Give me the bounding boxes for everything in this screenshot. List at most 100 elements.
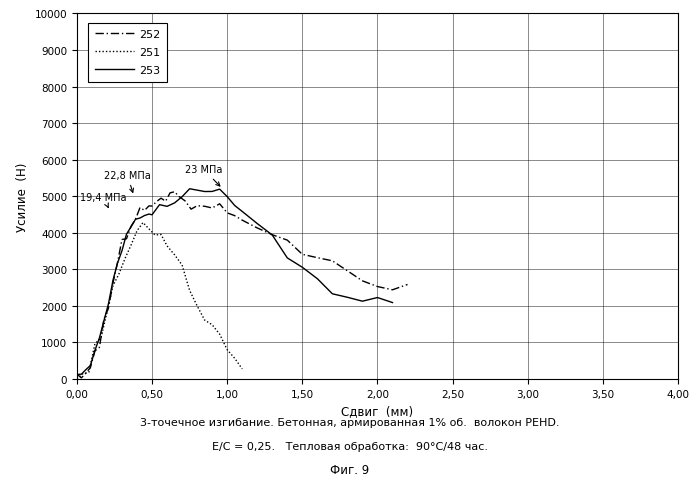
253	[131, 217, 140, 223]
Y-axis label: Усилие  (Н): Усилие (Н)	[16, 162, 29, 231]
253	[185, 186, 194, 192]
252	[373, 284, 382, 290]
252	[175, 194, 183, 200]
253	[145, 212, 153, 217]
253	[140, 213, 149, 219]
251	[171, 252, 179, 258]
252	[100, 316, 108, 322]
Text: 23 МПа: 23 МПа	[185, 165, 222, 187]
251	[178, 263, 186, 268]
253	[373, 295, 382, 301]
253	[201, 189, 209, 195]
251	[79, 371, 87, 377]
253	[73, 372, 81, 377]
253	[91, 348, 99, 354]
251	[115, 271, 123, 277]
252	[117, 237, 126, 243]
251	[157, 232, 165, 238]
253	[109, 278, 117, 284]
252	[73, 372, 81, 377]
251	[215, 332, 224, 337]
252	[148, 204, 157, 210]
252	[122, 237, 131, 242]
X-axis label: Сдвиг  (мм): Сдвиг (мм)	[341, 405, 414, 418]
251	[109, 283, 117, 289]
252	[283, 238, 291, 243]
252	[208, 205, 217, 211]
Text: 19,4 МПа: 19,4 МПа	[80, 192, 127, 208]
252	[171, 190, 179, 195]
252	[358, 278, 366, 284]
253	[329, 291, 337, 297]
251	[121, 256, 129, 262]
252	[268, 232, 276, 238]
251	[73, 376, 81, 382]
Text: Е/С = 0,25.   Тепловая обработка:  90°С/48 час.: Е/С = 0,25. Тепловая обработка: 90°С/48 …	[212, 441, 487, 451]
253	[313, 276, 322, 282]
253	[100, 318, 108, 324]
252	[181, 199, 189, 204]
251	[96, 336, 105, 341]
253	[163, 204, 171, 210]
251	[223, 347, 231, 353]
253	[136, 216, 144, 221]
253	[268, 233, 276, 239]
253	[253, 221, 261, 227]
252	[223, 211, 231, 216]
253	[77, 372, 85, 377]
251	[185, 288, 194, 294]
253	[283, 255, 291, 261]
252	[253, 226, 261, 231]
253	[82, 367, 90, 372]
Legend: 252, 251, 253: 252, 251, 253	[89, 24, 168, 83]
253	[122, 232, 131, 238]
253	[298, 265, 306, 271]
252	[343, 268, 352, 274]
252	[201, 204, 209, 210]
251	[139, 220, 147, 226]
Line: 252: 252	[77, 192, 408, 378]
252	[193, 204, 201, 209]
252	[298, 252, 306, 258]
Text: 22,8 МПа: 22,8 МПа	[104, 170, 151, 193]
253	[113, 261, 122, 266]
251	[193, 303, 201, 309]
252	[86, 365, 94, 371]
252	[127, 224, 135, 230]
253	[223, 194, 231, 200]
251	[201, 317, 209, 323]
252	[136, 205, 144, 211]
253	[86, 363, 94, 369]
251	[145, 227, 153, 232]
252	[166, 191, 174, 196]
253	[155, 203, 164, 208]
253	[389, 300, 397, 306]
253	[127, 225, 135, 230]
252	[82, 371, 90, 376]
251	[231, 356, 239, 361]
253	[193, 188, 201, 193]
253	[171, 201, 179, 206]
252	[152, 199, 161, 205]
251	[133, 228, 141, 234]
253	[231, 203, 239, 209]
253	[95, 335, 103, 341]
Text: 3-точечное изгибание. Бетонная, армированная 1% об.  волокон РЕHD.: 3-точечное изгибание. Бетонная, армирова…	[140, 417, 559, 427]
251	[163, 243, 171, 249]
251	[91, 341, 99, 347]
253	[215, 187, 224, 192]
252	[187, 207, 195, 213]
251	[85, 370, 93, 375]
252	[238, 218, 247, 224]
253	[104, 301, 113, 307]
252	[104, 306, 113, 312]
251	[103, 310, 111, 316]
253	[148, 213, 157, 218]
251	[127, 243, 135, 249]
Line: 253: 253	[77, 189, 393, 374]
251	[208, 322, 217, 328]
252	[403, 282, 412, 288]
252	[157, 196, 165, 202]
252	[109, 280, 117, 286]
252	[113, 260, 122, 266]
